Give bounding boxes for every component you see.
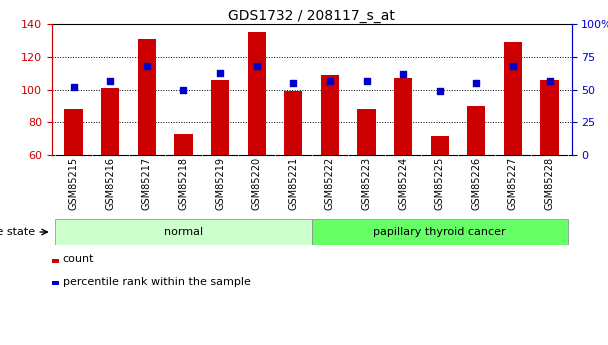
Bar — [211, 80, 229, 155]
Bar — [504, 42, 522, 155]
Bar — [52, 259, 60, 263]
Point — [252, 63, 261, 69]
Text: normal: normal — [164, 227, 203, 237]
Bar — [394, 78, 412, 155]
Text: GSM85216: GSM85216 — [105, 157, 116, 210]
Point — [398, 71, 408, 77]
Point — [471, 80, 481, 86]
Bar — [101, 88, 119, 155]
Point — [142, 63, 152, 69]
Bar — [52, 281, 60, 285]
Bar — [467, 106, 486, 155]
Point — [508, 63, 518, 69]
Text: count: count — [63, 254, 94, 264]
Bar — [541, 80, 559, 155]
Point — [69, 84, 78, 90]
Title: GDS1732 / 208117_s_at: GDS1732 / 208117_s_at — [228, 9, 395, 23]
Text: disease state: disease state — [0, 227, 35, 237]
Point — [288, 80, 298, 86]
Point — [435, 88, 444, 94]
Text: GSM85215: GSM85215 — [69, 157, 78, 210]
Point — [105, 78, 115, 83]
Bar — [311, 219, 568, 245]
Bar — [55, 219, 311, 245]
Text: GSM85220: GSM85220 — [252, 157, 261, 210]
Text: GSM85228: GSM85228 — [545, 157, 554, 210]
Bar — [247, 32, 266, 155]
Text: papillary thyroid cancer: papillary thyroid cancer — [373, 227, 506, 237]
Point — [215, 70, 225, 76]
Bar — [284, 91, 302, 155]
Point — [362, 78, 371, 83]
Text: percentile rank within the sample: percentile rank within the sample — [63, 277, 250, 287]
Text: GSM85218: GSM85218 — [179, 157, 188, 210]
Bar — [430, 136, 449, 155]
Text: GSM85217: GSM85217 — [142, 157, 152, 210]
Text: GSM85222: GSM85222 — [325, 157, 335, 210]
Text: GSM85219: GSM85219 — [215, 157, 225, 210]
Bar — [64, 109, 83, 155]
Text: GSM85225: GSM85225 — [435, 157, 444, 210]
Point — [179, 87, 188, 92]
Text: GSM85227: GSM85227 — [508, 157, 518, 210]
Text: GSM85223: GSM85223 — [362, 157, 371, 210]
Point — [325, 78, 335, 83]
Bar — [358, 109, 376, 155]
Bar — [321, 75, 339, 155]
Text: GSM85226: GSM85226 — [471, 157, 482, 210]
Text: GSM85221: GSM85221 — [288, 157, 299, 210]
Point — [545, 78, 554, 83]
Text: GSM85224: GSM85224 — [398, 157, 408, 210]
Bar — [174, 134, 193, 155]
Bar — [137, 39, 156, 155]
